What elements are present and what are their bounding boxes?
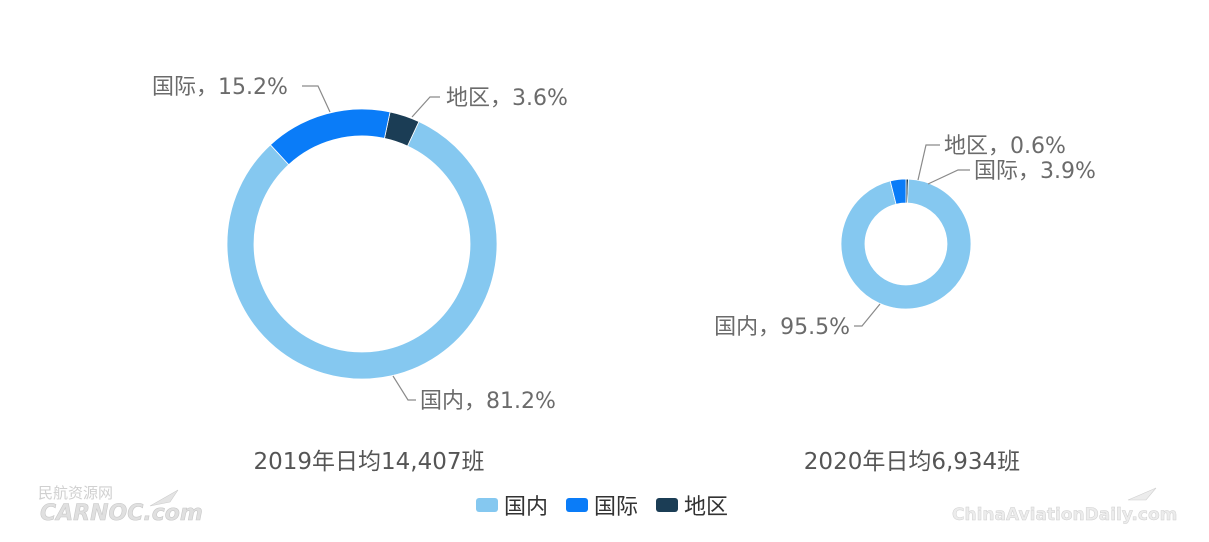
donut-chart-2020: 地区，0.6% 国际，3.9% 国内，95.5% 2020年日均6,934班	[714, 134, 1096, 475]
slice-label-domestic-2019: 国内，81.2%	[420, 389, 556, 414]
legend-swatch-intl	[566, 498, 588, 512]
leader-line-domestic-2020	[854, 303, 881, 327]
donut-slice-domestic-2019	[226, 121, 498, 380]
leader-line-region-2020	[917, 144, 940, 181]
leader-line-intl-2020	[927, 169, 970, 185]
chart-caption-2019: 2019年日均14,407班	[253, 449, 484, 475]
watermark-carnoc-en: CARNOC.com	[40, 501, 203, 526]
donut-slice-domestic-2020	[840, 178, 972, 310]
donut-slice-intl-2019	[269, 108, 391, 166]
watermark-chinaaviationdaily: ChinaAviationDaily.com	[952, 487, 1178, 525]
legend-swatch-region	[656, 498, 678, 512]
leader-line-intl-2019	[302, 85, 331, 113]
donut-slice-intl-2020	[889, 178, 907, 205]
slice-label-region-2020: 地区，0.6%	[944, 134, 1066, 159]
slice-label-domestic-2020: 国内，95.5%	[714, 315, 850, 340]
leader-line-domestic-2019	[392, 375, 416, 401]
legend-label-domestic: 国内	[504, 495, 548, 520]
slice-label-intl-2020: 国际，3.9%	[974, 159, 1096, 184]
watermark-cad-text: ChinaAviationDaily.com	[952, 505, 1177, 525]
slice-label-intl-2019: 国际，15.2%	[152, 75, 288, 100]
watermark-carnoc-cn: 民航资源网	[38, 484, 113, 502]
legend-label-intl: 国际	[594, 495, 638, 520]
leader-line-region-2019	[411, 96, 440, 118]
donut-chart-2019: 国际，15.2% 地区，3.6% 国内，81.2% 2019年日均14,407班	[152, 75, 568, 475]
plane-watermark-icon-right	[1127, 487, 1157, 501]
legend-swatch-domestic	[476, 498, 498, 512]
slice-label-region-2019: 地区，3.6%	[446, 86, 568, 111]
chart-caption-2020: 2020年日均6,934班	[804, 449, 1020, 475]
watermark-carnoc: 民航资源网 CARNOC.com	[38, 484, 203, 526]
plane-watermark-icon	[149, 489, 179, 507]
legend-label-region: 地区	[684, 495, 728, 520]
legend: 国内 国际 地区	[476, 495, 728, 520]
